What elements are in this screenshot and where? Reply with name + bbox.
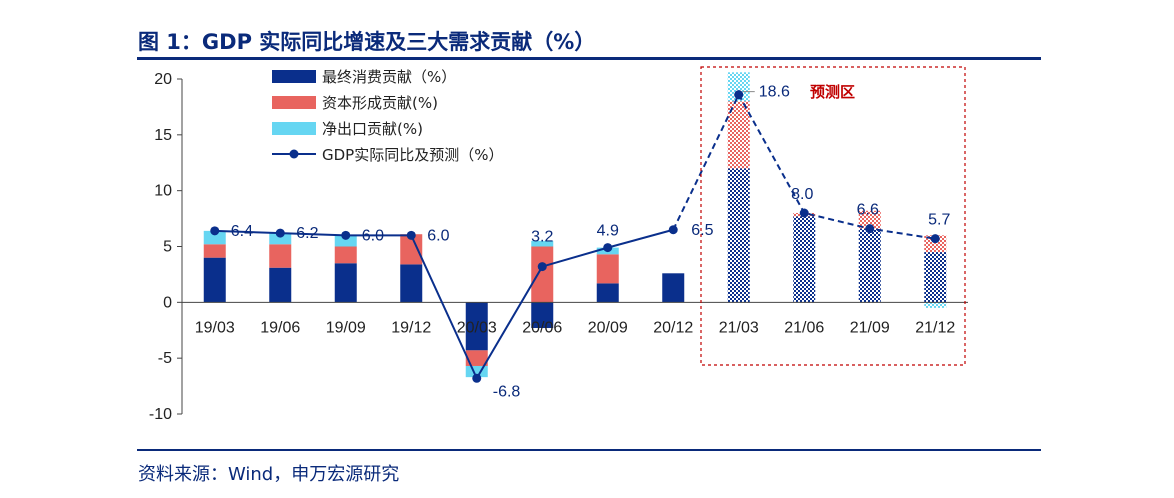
forecast-region: 预测区 — [700, 66, 966, 366]
bar-capital — [269, 244, 292, 268]
gdp-point — [406, 230, 416, 240]
y-tick-label: 15 — [154, 127, 172, 144]
bar-consumption — [793, 216, 816, 303]
bar-capital — [858, 210, 881, 229]
gdp-point — [472, 373, 482, 383]
title-rule — [137, 57, 1041, 60]
x-tick-label: 20/06 — [522, 319, 562, 336]
y-tick-label: 0 — [163, 294, 172, 311]
bar-capital — [203, 244, 226, 258]
bar-consumption — [924, 252, 947, 303]
legend-swatch-gdp-marker — [289, 149, 299, 159]
gdp-point — [275, 228, 285, 238]
bar-net_export — [924, 302, 947, 308]
x-tick-label: 20/12 — [653, 319, 693, 336]
gdp-data-label: -6.8 — [493, 383, 521, 400]
legend: 最终消费贡献（%） 资本形成贡献(%) 净出口贡献(%) GDP实际同比及预测（%） — [272, 68, 503, 164]
gdp-data-label: 8.0 — [791, 186, 813, 203]
bar-net_export — [203, 230, 226, 245]
bar-net_export — [531, 240, 554, 247]
legend-swatch-consumption — [272, 70, 316, 83]
bar-consumption — [858, 228, 881, 303]
y-tick-label: 20 — [154, 71, 172, 88]
legend-label-capital: 资本形成贡献(%) — [322, 94, 438, 112]
bar-capital — [596, 254, 619, 284]
gdp-point — [865, 224, 875, 234]
x-tick-label: 20/03 — [457, 319, 497, 336]
chart-title: 图 1：GDP 实际同比增速及三大需求贡献（%） — [138, 30, 596, 54]
bar-consumption — [465, 302, 488, 351]
bar-capital — [400, 234, 423, 265]
bar-capital — [465, 350, 488, 366]
y-tick-label: -10 — [149, 406, 172, 423]
gdp-data-label: 6.5 — [691, 222, 713, 239]
gdp-point — [603, 243, 613, 253]
bar-consumption — [531, 302, 554, 329]
x-tick-label: 19/06 — [260, 319, 300, 336]
forecast-label: 预测区 — [810, 83, 855, 101]
footer-rule — [137, 449, 1041, 451]
bar-capital — [334, 246, 357, 264]
gdp-point — [734, 90, 744, 100]
y-tick-label: 5 — [163, 239, 172, 256]
gdp-point — [210, 226, 220, 236]
legend-label-gdp: GDP实际同比及预测（%） — [322, 146, 503, 164]
gdp-point — [668, 225, 678, 235]
x-tick-label: 21/09 — [850, 319, 890, 336]
bar-consumption — [269, 267, 292, 303]
x-axis: 19/03 19/06 19/09 19/12 20/03 20/06 20/09 20/12… — [195, 319, 956, 336]
gdp-data-label: 6.6 — [857, 202, 879, 219]
gdp-data-label: 5.7 — [928, 212, 950, 229]
source-note: 资料来源：Wind，申万宏源研究 — [138, 464, 400, 485]
gdp-data-label: 18.6 — [759, 84, 790, 101]
y-tick-label: 10 — [154, 183, 172, 200]
bar-net_export — [269, 233, 292, 245]
legend-label-consumption: 最终消费贡献（%） — [322, 68, 456, 86]
bar-capital — [727, 101, 750, 169]
bar-consumption — [400, 264, 423, 303]
x-tick-label: 21/12 — [915, 319, 955, 336]
bar-net_export — [727, 72, 750, 102]
legend-label-net_export: 净出口贡献(%) — [322, 120, 423, 138]
x-tick-label: 21/06 — [784, 319, 824, 336]
legend-swatch-net_export — [272, 122, 316, 135]
forecast-box — [700, 66, 966, 366]
gdp-data-label: 6.0 — [427, 227, 449, 244]
gdp-line-layer: 6.4 6.2 6.0 6.0 -6.8 3.2 4.9 6.5 18.6 8.0 6.6 5.7 — [210, 84, 950, 400]
gdp-data-label: 6.0 — [362, 227, 384, 244]
bar-consumption — [596, 283, 619, 303]
bar-consumption — [662, 273, 685, 303]
gdp-data-label: 6.2 — [296, 225, 318, 242]
x-tick-label: 19/03 — [195, 319, 235, 336]
gdp-line-actual — [214, 228, 674, 381]
bar-consumption — [334, 263, 357, 303]
x-tick-label: 21/03 — [719, 319, 759, 336]
gdp-point — [799, 208, 809, 218]
gdp-data-label: 6.4 — [231, 223, 253, 240]
x-tick-label: 19/09 — [326, 319, 366, 336]
bar-capital — [924, 235, 947, 253]
bar-consumption — [203, 257, 226, 303]
gdp-point — [537, 262, 547, 272]
bar-consumption — [727, 168, 750, 303]
legend-swatch-capital — [272, 96, 316, 109]
x-tick-label: 19/12 — [391, 319, 431, 336]
gdp-data-label: 3.2 — [531, 229, 553, 246]
y-tick-label: -5 — [158, 350, 172, 367]
gdp-data-label: 4.9 — [597, 223, 619, 240]
bar-net_export — [465, 365, 488, 378]
gdp-point — [930, 234, 940, 244]
x-tick-label: 20/09 — [588, 319, 628, 336]
bar-capital — [531, 246, 554, 303]
gdp-point — [341, 230, 351, 240]
bar-net_export — [334, 235, 357, 247]
y-axis: -10 -5 0 5 10 15 20 — [149, 71, 183, 423]
